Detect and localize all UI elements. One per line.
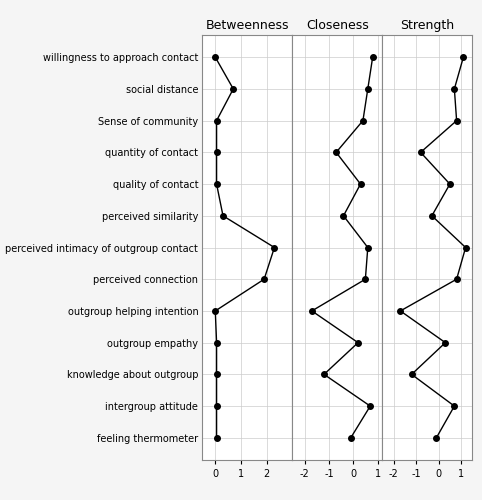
- Title: Strength: Strength: [401, 20, 455, 32]
- Title: Closeness: Closeness: [306, 20, 369, 32]
- Title: Betweenness: Betweenness: [206, 20, 289, 32]
